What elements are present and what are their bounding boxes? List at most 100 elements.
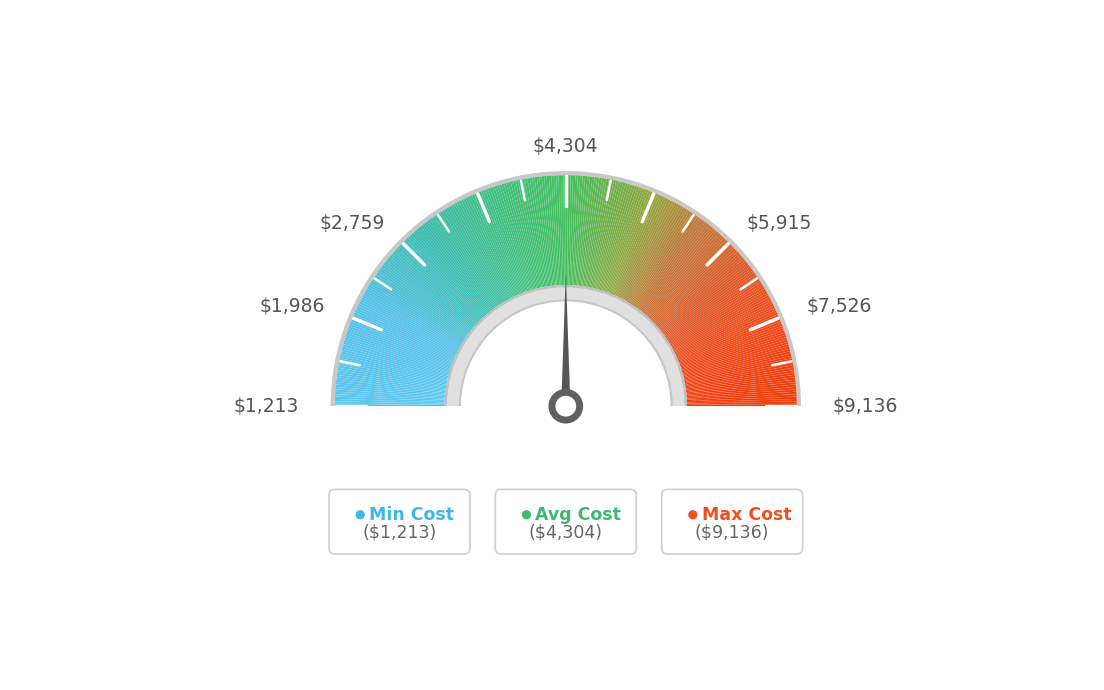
Wedge shape: [513, 181, 540, 289]
Wedge shape: [354, 310, 457, 357]
Wedge shape: [680, 337, 787, 371]
Wedge shape: [583, 178, 602, 288]
Wedge shape: [438, 213, 500, 306]
Wedge shape: [590, 180, 614, 288]
Wedge shape: [622, 201, 675, 300]
Wedge shape: [459, 299, 672, 406]
Wedge shape: [418, 227, 490, 314]
Wedge shape: [346, 335, 452, 371]
Wedge shape: [335, 394, 446, 401]
Wedge shape: [596, 182, 626, 290]
Wedge shape: [353, 315, 456, 359]
Wedge shape: [352, 317, 455, 361]
Wedge shape: [407, 236, 485, 319]
Wedge shape: [664, 273, 755, 337]
Wedge shape: [446, 208, 505, 304]
Wedge shape: [626, 206, 683, 303]
Wedge shape: [337, 377, 447, 393]
Wedge shape: [665, 277, 758, 339]
Wedge shape: [359, 302, 459, 353]
Wedge shape: [670, 293, 768, 348]
Wedge shape: [593, 181, 620, 290]
Wedge shape: [450, 205, 507, 302]
Wedge shape: [617, 197, 667, 298]
Wedge shape: [431, 218, 496, 309]
Wedge shape: [474, 193, 519, 296]
Wedge shape: [492, 186, 529, 293]
Wedge shape: [330, 171, 802, 406]
Wedge shape: [342, 344, 450, 375]
Wedge shape: [655, 252, 739, 327]
Wedge shape: [478, 191, 521, 295]
Wedge shape: [639, 224, 709, 312]
Wedge shape: [376, 273, 468, 337]
Wedge shape: [676, 313, 778, 359]
Wedge shape: [413, 231, 487, 316]
Wedge shape: [670, 290, 767, 347]
Wedge shape: [532, 177, 550, 287]
Wedge shape: [340, 356, 448, 382]
Wedge shape: [680, 333, 785, 369]
Wedge shape: [358, 304, 458, 354]
Wedge shape: [682, 353, 792, 380]
Wedge shape: [406, 238, 484, 319]
Wedge shape: [657, 255, 742, 328]
Wedge shape: [399, 244, 480, 323]
Wedge shape: [391, 253, 476, 328]
Wedge shape: [678, 324, 783, 364]
Wedge shape: [645, 231, 719, 316]
Wedge shape: [638, 222, 708, 311]
Wedge shape: [675, 310, 777, 357]
Wedge shape: [597, 183, 628, 290]
Wedge shape: [677, 317, 779, 361]
Wedge shape: [577, 176, 590, 287]
Wedge shape: [390, 255, 475, 328]
Wedge shape: [336, 382, 446, 395]
Wedge shape: [448, 206, 506, 303]
Wedge shape: [620, 200, 672, 299]
Wedge shape: [501, 184, 533, 291]
Wedge shape: [337, 373, 447, 390]
Wedge shape: [681, 339, 787, 373]
Text: $5,915: $5,915: [746, 214, 811, 233]
Wedge shape: [686, 399, 797, 404]
Wedge shape: [628, 208, 688, 304]
Wedge shape: [373, 277, 467, 339]
Wedge shape: [673, 306, 775, 355]
Wedge shape: [476, 193, 520, 295]
Wedge shape: [395, 248, 478, 325]
Wedge shape: [640, 225, 711, 313]
Wedge shape: [465, 197, 514, 298]
Wedge shape: [503, 183, 534, 290]
Wedge shape: [671, 297, 771, 351]
Wedge shape: [386, 259, 474, 331]
Text: Min Cost: Min Cost: [369, 506, 454, 524]
Wedge shape: [660, 265, 750, 333]
Circle shape: [688, 510, 698, 520]
Wedge shape: [627, 208, 686, 304]
Wedge shape: [682, 348, 790, 377]
Wedge shape: [490, 187, 528, 293]
Wedge shape: [625, 205, 681, 302]
Wedge shape: [686, 387, 796, 397]
Wedge shape: [534, 177, 551, 287]
Wedge shape: [365, 288, 463, 346]
Wedge shape: [658, 257, 744, 330]
Wedge shape: [335, 399, 446, 404]
Wedge shape: [580, 177, 595, 287]
Wedge shape: [337, 375, 447, 391]
Text: $2,759: $2,759: [320, 214, 385, 233]
Wedge shape: [336, 389, 446, 399]
Wedge shape: [537, 177, 552, 287]
Wedge shape: [672, 299, 772, 352]
Wedge shape: [508, 182, 538, 290]
Wedge shape: [662, 268, 753, 335]
Wedge shape: [378, 270, 468, 337]
Wedge shape: [684, 373, 795, 390]
Wedge shape: [581, 177, 597, 287]
Wedge shape: [661, 266, 751, 335]
Wedge shape: [403, 241, 481, 322]
Wedge shape: [606, 189, 646, 294]
Wedge shape: [686, 389, 796, 399]
Wedge shape: [554, 175, 561, 286]
